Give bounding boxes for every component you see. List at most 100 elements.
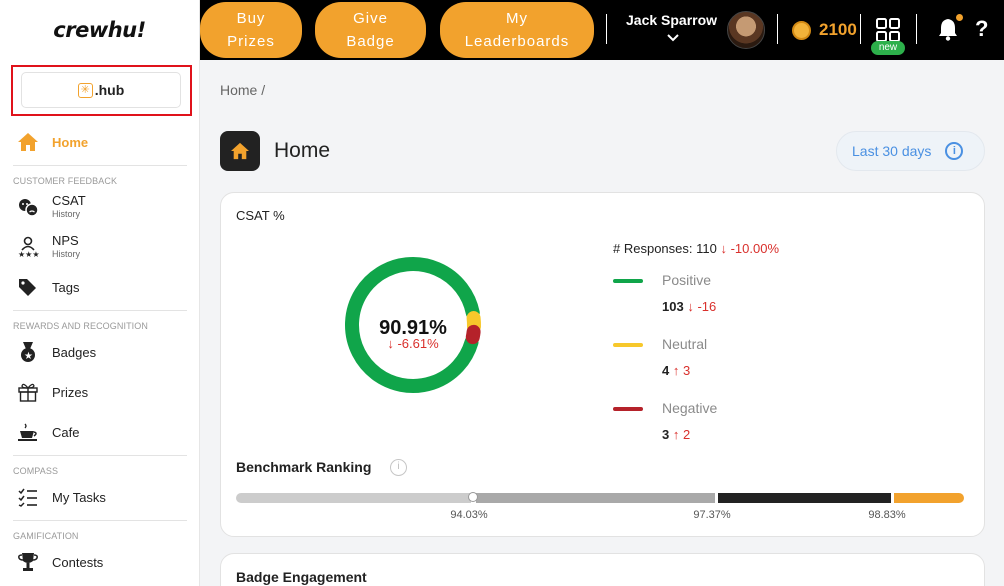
positive-change: -16 xyxy=(697,299,717,314)
buy-prizes-button[interactable]: Buy Prizes xyxy=(200,2,302,58)
sidebar-item-label: Badges xyxy=(52,344,97,360)
csat-percent-change: ↓ -6.61% xyxy=(359,336,467,351)
csat-card-title: CSAT % xyxy=(236,208,285,223)
sidebar-item-prizes[interactable]: Prizes xyxy=(0,372,200,412)
sidebar-item-tags[interactable]: Tags xyxy=(0,267,200,307)
sidebar-item-cafe[interactable]: Cafe xyxy=(0,412,200,452)
sidebar-item-badges[interactable]: ★ Badges xyxy=(0,332,200,372)
negative-change: 2 xyxy=(682,427,691,442)
hub-button[interactable]: ✳ .hub xyxy=(21,72,181,108)
neutral-legend-label: Neutral xyxy=(662,336,708,352)
negative-legend-swatch xyxy=(613,407,643,411)
date-range-button[interactable]: Last 30 days i xyxy=(836,131,985,171)
benchmark-info-icon[interactable]: i xyxy=(390,459,407,476)
new-badge: new xyxy=(871,41,905,55)
arrow-down-icon: ↓ xyxy=(687,299,694,314)
sidebar-item-label: CSAT xyxy=(52,192,86,208)
donut-slice-positive xyxy=(345,257,480,393)
positive-legend-swatch xyxy=(613,279,643,283)
svg-text:★: ★ xyxy=(24,351,33,362)
arrow-up-icon: ↑ xyxy=(672,427,680,442)
page-title: Home xyxy=(274,139,331,162)
donut-slice-negative xyxy=(465,324,481,345)
sidebar-nav: Home CUSTOMER FEEDBACK CSAT History ★★★ … xyxy=(0,122,200,582)
my-leaderboards-button[interactable]: My Leaderboards xyxy=(440,2,594,58)
benchmark-segment xyxy=(717,493,891,503)
section-rewards: REWARDS AND RECOGNITION xyxy=(13,310,187,332)
sidebar-item-my-tasks[interactable]: My Tasks xyxy=(0,477,200,517)
coffee-cup-icon xyxy=(17,421,39,443)
badge-engagement-card: Badge Engagement xyxy=(220,553,985,586)
give-badge-button[interactable]: Give Badge xyxy=(315,2,426,58)
benchmark-label: 97.37% xyxy=(693,509,731,521)
tags-icon xyxy=(17,276,39,298)
sidebar-item-nps[interactable]: ★★★ NPS History xyxy=(0,227,200,267)
benchmark-label: 98.83% xyxy=(868,509,906,521)
responses-summary: # Responses: 110 ↓ -10.00% xyxy=(613,241,779,256)
hub-label: .hub xyxy=(94,82,125,98)
neutral-legend-value: 4 ↑ 3 xyxy=(662,363,690,378)
top-divider xyxy=(916,14,917,44)
benchmark-segment xyxy=(475,493,715,503)
info-icon: i xyxy=(945,142,964,160)
top-divider xyxy=(777,14,778,44)
responses-change: -10.00% xyxy=(730,241,780,256)
hub-highlight-box xyxy=(11,65,192,116)
bell-icon[interactable] xyxy=(937,17,959,41)
coin-balance: 2100 xyxy=(819,20,857,39)
avatar[interactable] xyxy=(727,11,765,49)
task-list-icon xyxy=(17,486,39,508)
arrow-down-icon: ↓ xyxy=(387,336,398,351)
svg-text:★★★: ★★★ xyxy=(18,250,39,258)
csat-faces-icon xyxy=(17,196,39,218)
positive-count: 103 xyxy=(662,299,684,314)
sidebar-item-label: Contests xyxy=(52,554,104,570)
arrow-up-icon: ↑ xyxy=(672,363,680,378)
responses-label: # Responses: 110 xyxy=(613,241,717,256)
benchmark-segment xyxy=(893,493,964,503)
csat-card: CSAT % 90.91% ↓ -6.61% # Responses: 110 … xyxy=(220,192,985,537)
section-compass: COMPASS xyxy=(13,455,187,477)
help-icon[interactable]: ? xyxy=(975,16,989,41)
apps-grid-icon[interactable] xyxy=(876,18,900,42)
sidebar-item-sublabel: History xyxy=(52,209,81,220)
positive-legend-label: Positive xyxy=(662,272,712,288)
benchmark-bar xyxy=(236,492,969,503)
badge-engagement-title: Badge Engagement xyxy=(236,569,367,585)
benchmark-marker xyxy=(468,492,479,502)
neutral-change: 3 xyxy=(682,363,691,378)
home-icon xyxy=(17,131,39,153)
top-bar: Buy Prizes Give Badge My Leaderboards Ja… xyxy=(200,0,1004,60)
neutral-legend-swatch xyxy=(613,343,643,347)
arrow-down-icon: ↓ xyxy=(720,241,731,256)
sidebar-item-sublabel: History xyxy=(52,249,81,260)
crewhu-logo[interactable]: crewhu! xyxy=(53,18,146,42)
home-tile-icon xyxy=(220,131,260,171)
coin-icon xyxy=(792,21,811,40)
benchmark-title: Benchmark Ranking xyxy=(236,459,372,475)
date-range-label: Last 30 days xyxy=(852,143,932,159)
sidebar-item-label: Home xyxy=(52,134,89,150)
sidebar-item-contests[interactable]: Contests xyxy=(0,542,200,582)
trophy-icon xyxy=(17,551,39,573)
sidebar-item-label: NPS xyxy=(52,232,79,248)
sidebar-item-label: Prizes xyxy=(52,384,89,400)
benchmark-segment xyxy=(236,493,472,503)
nps-person-stars-icon: ★★★ xyxy=(17,236,39,258)
gift-icon xyxy=(17,381,39,403)
top-divider xyxy=(860,14,861,44)
section-gamification: GAMIFICATION xyxy=(13,520,187,542)
hub-logo-icon: ✳ xyxy=(77,82,93,98)
benchmark-label: 94.03% xyxy=(450,509,488,521)
user-name[interactable]: Jack Sparrow xyxy=(626,12,718,28)
section-customer-feedback: CUSTOMER FEEDBACK xyxy=(13,165,187,187)
sidebar-item-home[interactable]: Home xyxy=(0,122,200,162)
badge-medal-icon: ★ xyxy=(17,341,39,363)
chevron-down-icon[interactable] xyxy=(667,32,679,44)
breadcrumb[interactable]: Home / xyxy=(220,82,266,98)
notification-dot xyxy=(956,14,963,21)
neutral-count: 4 xyxy=(662,363,670,378)
sidebar-item-label: Cafe xyxy=(52,424,80,440)
sidebar-item-csat[interactable]: CSAT History xyxy=(0,187,200,227)
csat-percent: 90.91% xyxy=(379,317,447,339)
